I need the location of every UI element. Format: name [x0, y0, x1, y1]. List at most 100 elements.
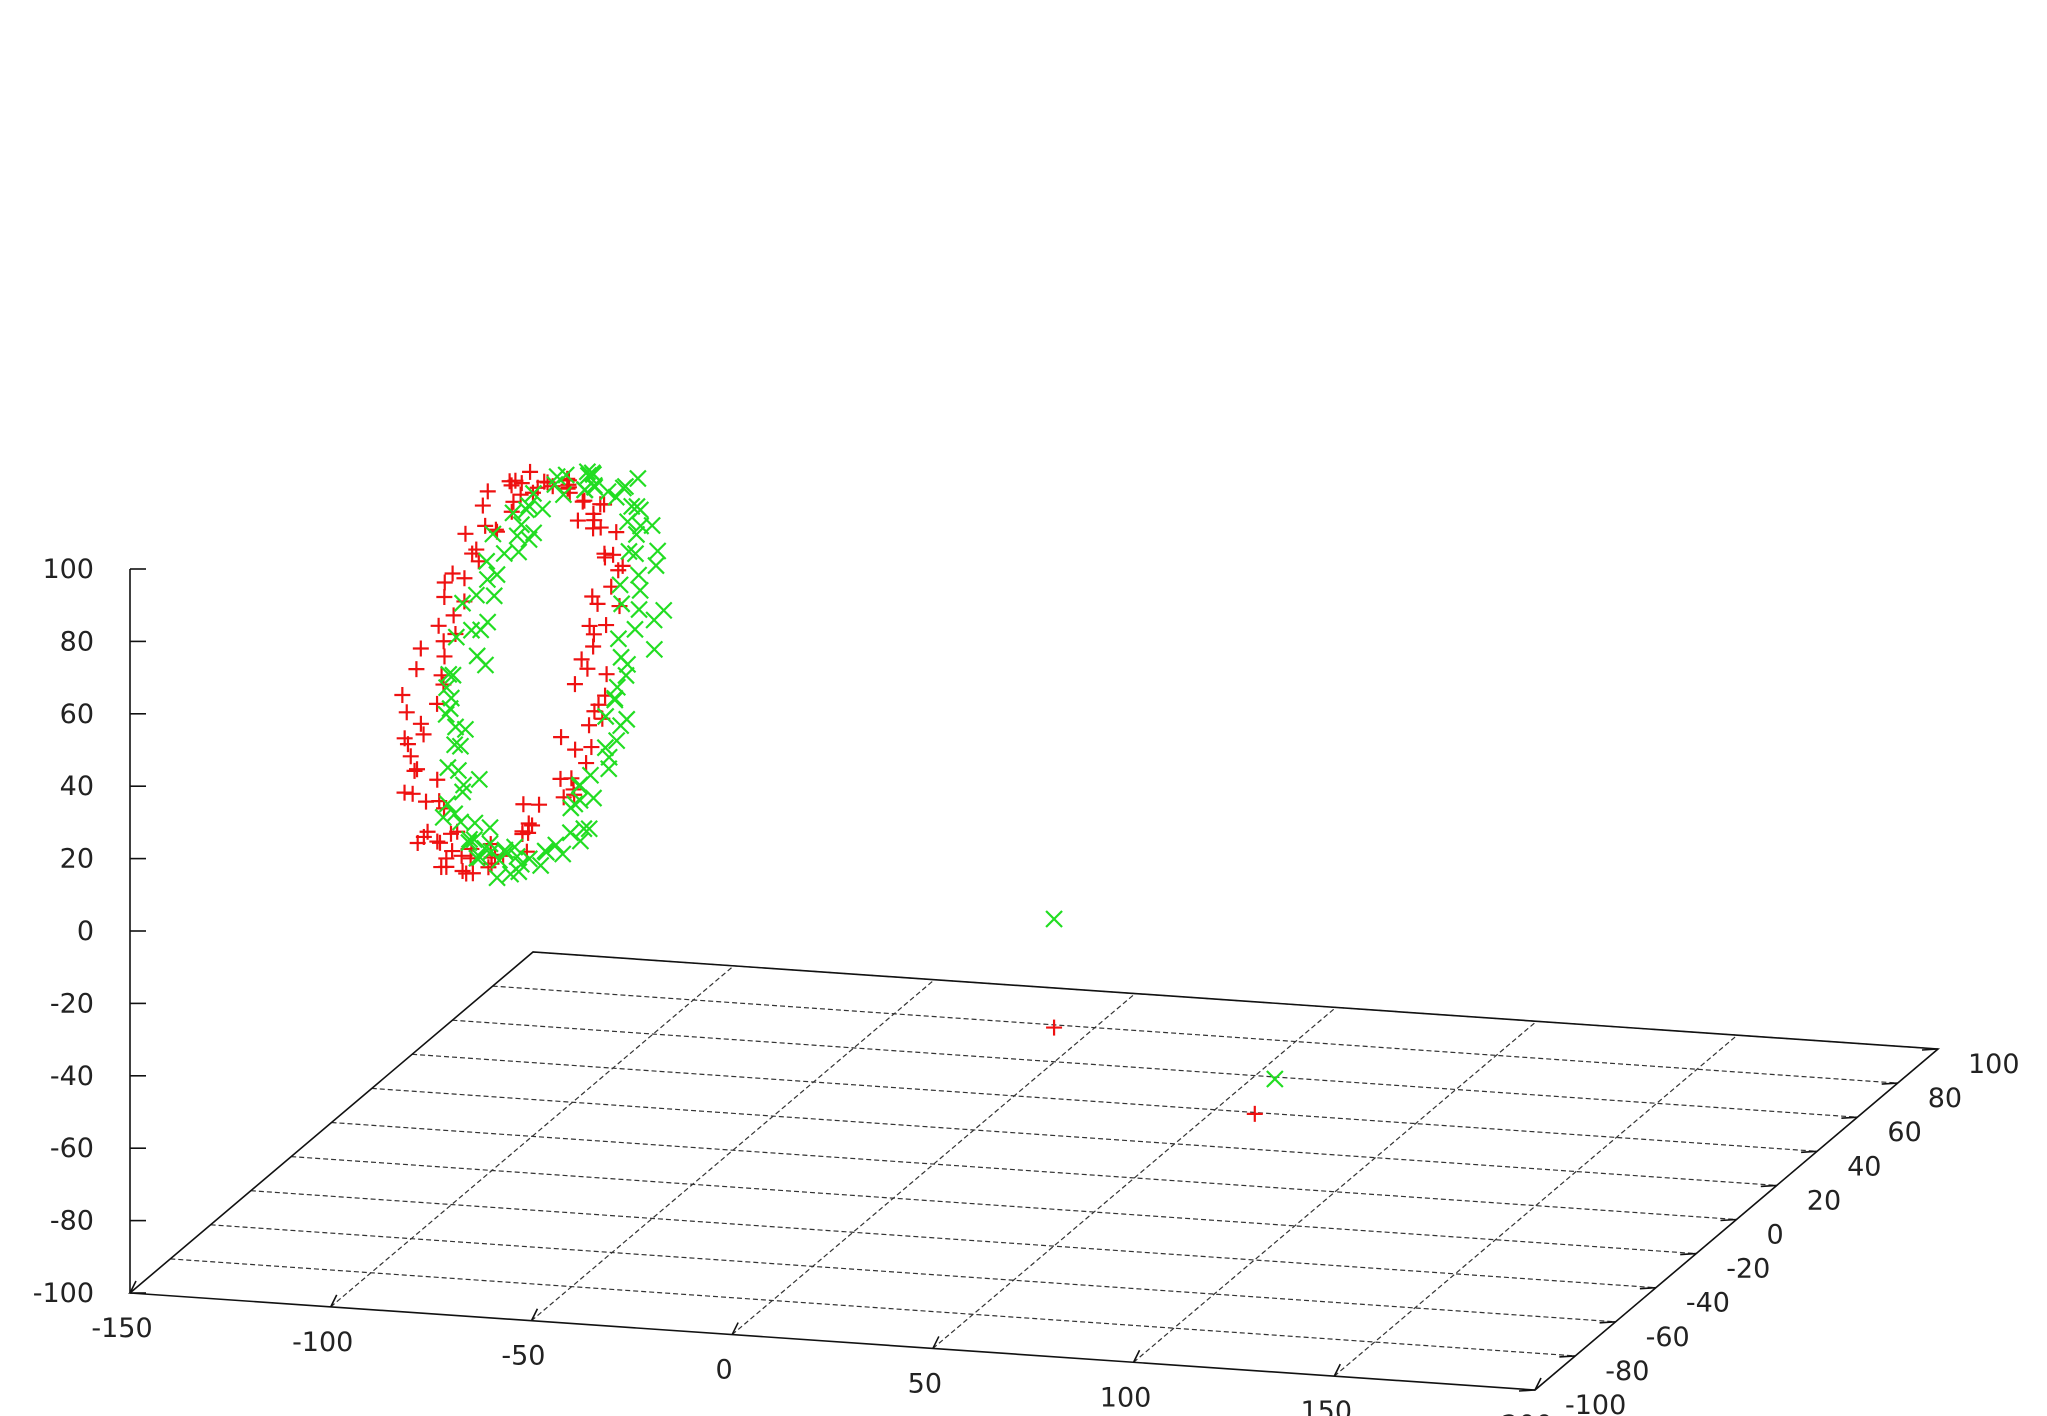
- cross-point: [466, 814, 484, 832]
- cross-point: [617, 710, 636, 729]
- plus-point: [436, 574, 453, 591]
- cross-point: [453, 594, 472, 612]
- plus-point: [574, 493, 591, 510]
- cross-point: [607, 731, 626, 750]
- cross-point: [578, 462, 597, 481]
- cross-point: [453, 783, 472, 801]
- cross-point: [509, 543, 528, 561]
- y-tick-mark: [1760, 1184, 1777, 1188]
- grid-line-y: [371, 1087, 1777, 1186]
- cross-point: [629, 566, 648, 584]
- x-tick-label: -50: [501, 1341, 545, 1372]
- cross-point: [575, 819, 593, 838]
- grid-line-y: [291, 1156, 1697, 1255]
- plus-point: [474, 497, 491, 514]
- plus-point: [614, 557, 631, 574]
- plus-point: [598, 617, 615, 634]
- y-tick-label: -60: [1646, 1322, 1690, 1353]
- plus-point: [531, 796, 548, 813]
- cross-point: [484, 525, 502, 543]
- cross-point: [627, 525, 646, 544]
- y-tick-label: 80: [1928, 1083, 1962, 1114]
- cross-point: [648, 542, 667, 560]
- cross-point: [531, 856, 550, 875]
- plus-point: [578, 755, 595, 772]
- z-tick-label: -20: [50, 988, 94, 1019]
- grid-line-y: [452, 1019, 1858, 1118]
- x-tick-mark: [129, 1280, 137, 1294]
- cross-point: [476, 656, 495, 674]
- plus-point: [464, 545, 481, 562]
- x-tick-mark: [1534, 1377, 1542, 1391]
- cross-point: [505, 838, 524, 856]
- cross-point: [533, 500, 552, 518]
- grid-line-y: [331, 1121, 1737, 1221]
- x-tick-mark: [1333, 1363, 1342, 1377]
- plus-point: [435, 633, 452, 650]
- plus-point: [524, 817, 541, 834]
- z-tick-label: 20: [60, 844, 94, 875]
- cross-point: [605, 689, 624, 708]
- z-tick-label: -100: [33, 1278, 94, 1309]
- cross-point: [517, 500, 536, 519]
- cross-point: [546, 475, 564, 494]
- y-tick-label: 40: [1847, 1151, 1881, 1182]
- x-tick-label: 0: [716, 1355, 733, 1386]
- plus-point: [445, 607, 462, 624]
- plus-point: [515, 796, 532, 813]
- grid-line-y: [412, 1053, 1818, 1152]
- z-axis: -100 -80 -60 -40 -20 0 20 40 60 80 100: [33, 554, 146, 1309]
- cross-point: [477, 552, 496, 571]
- cross-point: [585, 476, 604, 495]
- plus-point: [406, 762, 423, 779]
- y-tick-label: 60: [1887, 1117, 1921, 1148]
- plus-point: [444, 843, 461, 860]
- cross-point: [631, 581, 649, 600]
- plus-point: [583, 739, 600, 756]
- plus-point: [454, 863, 471, 880]
- cross-point: [447, 628, 466, 646]
- y-tick-label: 0: [1767, 1220, 1784, 1251]
- grid-line-y: [250, 1190, 1656, 1289]
- y-tick-mark: [1720, 1218, 1737, 1222]
- plus-point: [479, 483, 496, 500]
- plus-point: [447, 625, 464, 642]
- y-tick-mark: [1881, 1082, 1898, 1085]
- plus-point: [585, 626, 602, 643]
- cross-point: [451, 813, 470, 831]
- plus-point: [470, 553, 487, 570]
- y-tick-label: -100: [1565, 1390, 1626, 1416]
- cross-point: [462, 621, 481, 639]
- cross-point: [471, 848, 489, 867]
- cross-point: [626, 620, 644, 639]
- cross-point: [647, 556, 665, 575]
- plus-point: [429, 771, 446, 788]
- cross-point: [434, 808, 453, 827]
- cross-point: [444, 666, 462, 684]
- plus-point: [567, 741, 584, 758]
- cross-point: [449, 761, 468, 780]
- plus-point: [394, 687, 411, 704]
- cross-point: [576, 481, 594, 499]
- plus-point: [468, 541, 485, 558]
- plus-point: [404, 785, 421, 802]
- y-tick-label: 20: [1807, 1185, 1841, 1216]
- data-points: [394, 462, 1284, 1122]
- plus-point: [1246, 1105, 1263, 1122]
- z-tick-label: -60: [50, 1133, 94, 1164]
- cross-point: [465, 830, 483, 849]
- y-tick-mark: [1559, 1355, 1576, 1358]
- x-axis-ticks: -150 -100 -50 0 50 100 150 200: [91, 1280, 1553, 1416]
- cross-point: [467, 586, 486, 604]
- plus-point: [444, 565, 461, 582]
- cross-point: [581, 766, 600, 785]
- cross-point: [609, 629, 628, 648]
- plus-point: [581, 617, 598, 634]
- plus-point: [429, 695, 446, 712]
- cross-point: [460, 833, 478, 852]
- cross-point: [614, 479, 633, 497]
- y-tick-label: -20: [1726, 1254, 1770, 1285]
- cross-point: [645, 640, 664, 659]
- plus-point: [412, 640, 429, 657]
